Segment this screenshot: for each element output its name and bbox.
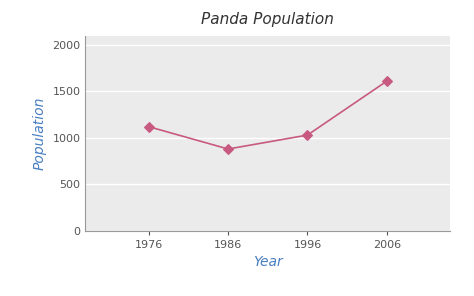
Title: Panda Population: Panda Population <box>201 12 334 28</box>
X-axis label: Year: Year <box>253 255 283 269</box>
Y-axis label: Population: Population <box>33 96 47 170</box>
